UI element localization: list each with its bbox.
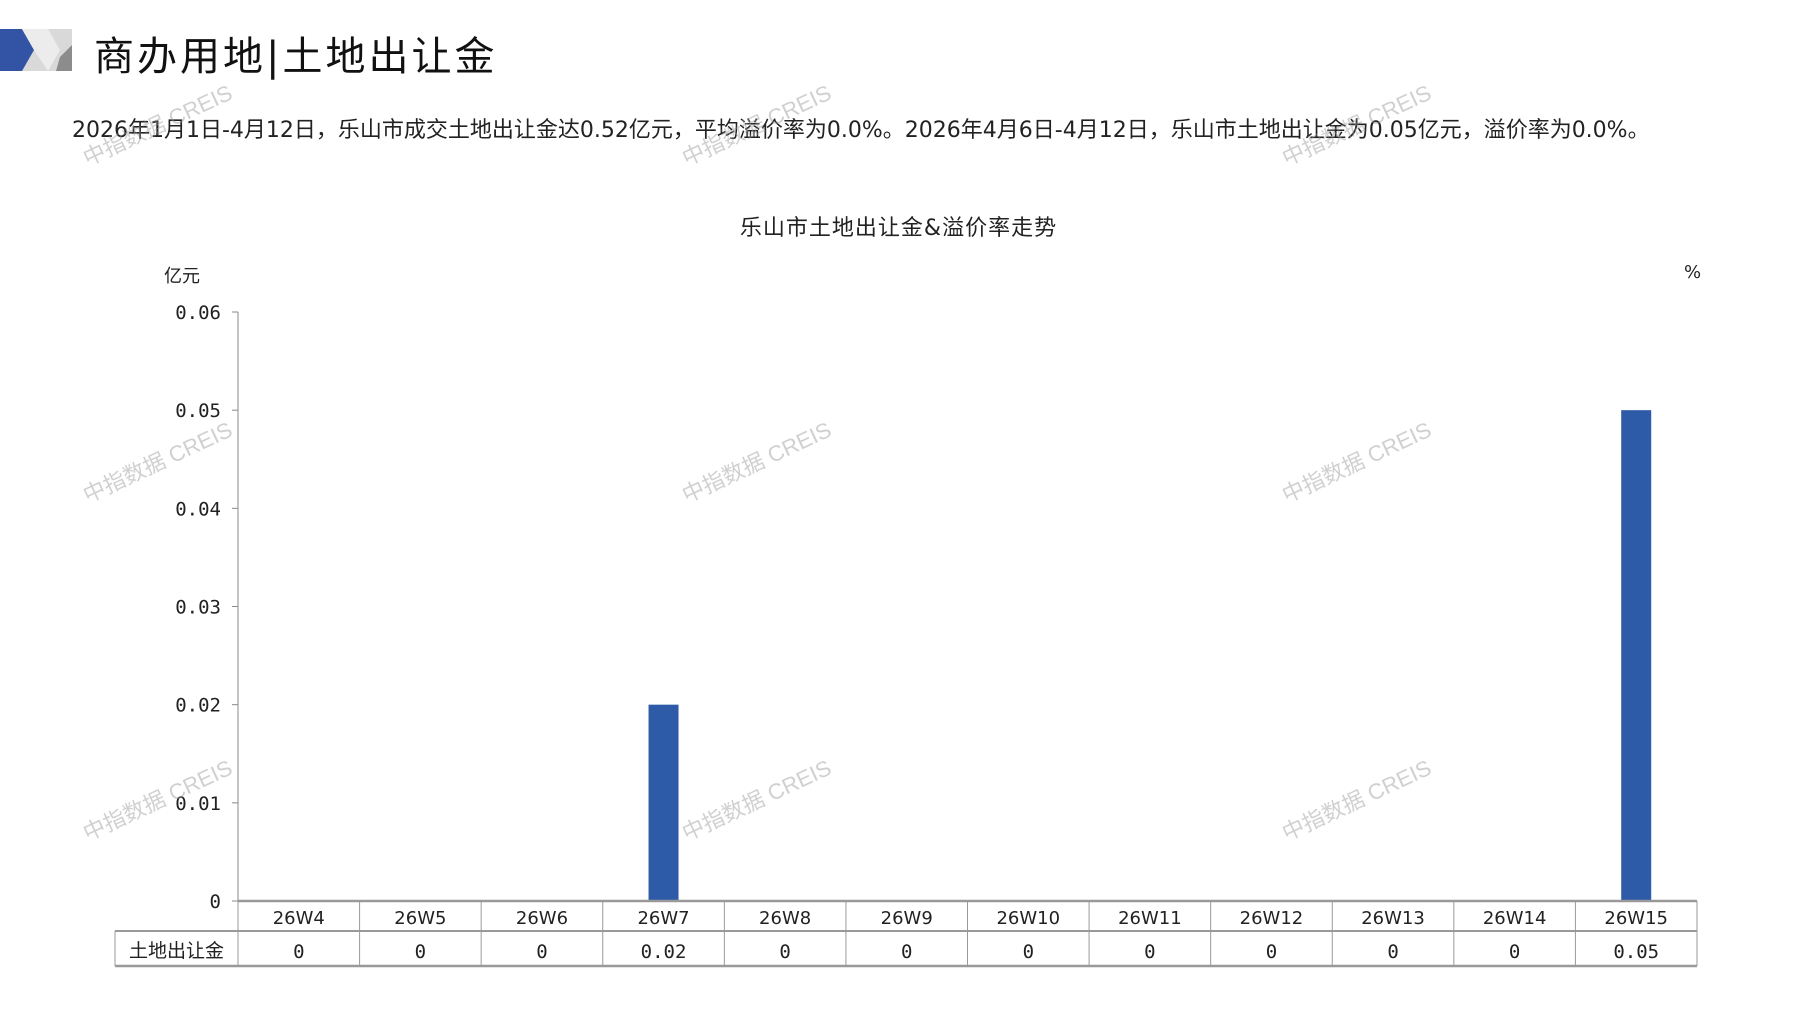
data-table-value: 0.05 [1613, 941, 1659, 963]
x-category-label: 26W15 [1604, 908, 1668, 929]
summary-text: 2026年1月1日-4月12日，乐山市成交土地出让金达0.52亿元，平均溢价率为… [72, 118, 1650, 143]
y-axis-left-unit: 亿元 [164, 266, 200, 287]
x-category-label: 26W12 [1240, 908, 1304, 929]
data-table-value: 0 [293, 941, 304, 963]
page-title: 商办用地|土地出让金 [94, 34, 498, 80]
chart-title: 乐山市土地出让金&溢价率走势 [739, 216, 1058, 241]
data-table-value: 0 [1023, 941, 1034, 963]
x-category-label: 26W11 [1118, 908, 1182, 929]
x-category-label: 26W13 [1361, 908, 1425, 929]
y-tick-label: 0.03 [175, 597, 221, 619]
x-category-label: 26W9 [881, 908, 933, 929]
x-category-label: 26W10 [996, 908, 1060, 929]
x-category-label: 26W14 [1483, 908, 1547, 929]
data-table-value: 0 [901, 941, 912, 963]
x-category-label: 26W4 [273, 908, 325, 929]
y-axis-right-unit: % [1684, 262, 1702, 283]
data-table-value: 0 [779, 941, 790, 963]
data-table-value: 0 [1144, 941, 1155, 963]
x-category-label: 26W6 [516, 908, 568, 929]
y-tick-label: 0.06 [175, 302, 221, 324]
data-table-value: 0 [415, 941, 426, 963]
y-tick-label: 0.02 [175, 695, 221, 717]
data-table-value: 0 [1387, 941, 1398, 963]
data-table-value: 0 [1509, 941, 1520, 963]
data-table-value: 0 [536, 941, 547, 963]
data-table-value: 0 [1266, 941, 1277, 963]
y-tick-label: 0.04 [175, 498, 221, 520]
y-tick-label: 0.05 [175, 400, 221, 422]
x-category-label: 26W5 [394, 908, 446, 929]
bar-26W15 [1621, 410, 1652, 901]
data-table-value: 0.02 [641, 941, 687, 963]
legend-series-label: 土地出让金 [129, 940, 224, 962]
logo [0, 29, 72, 71]
bar-26W7 [648, 704, 679, 901]
x-category-label: 26W7 [637, 908, 689, 929]
x-category-label: 26W8 [759, 908, 811, 929]
y-tick-label: 0.01 [175, 793, 221, 815]
y-tick-label: 0 [210, 891, 221, 913]
